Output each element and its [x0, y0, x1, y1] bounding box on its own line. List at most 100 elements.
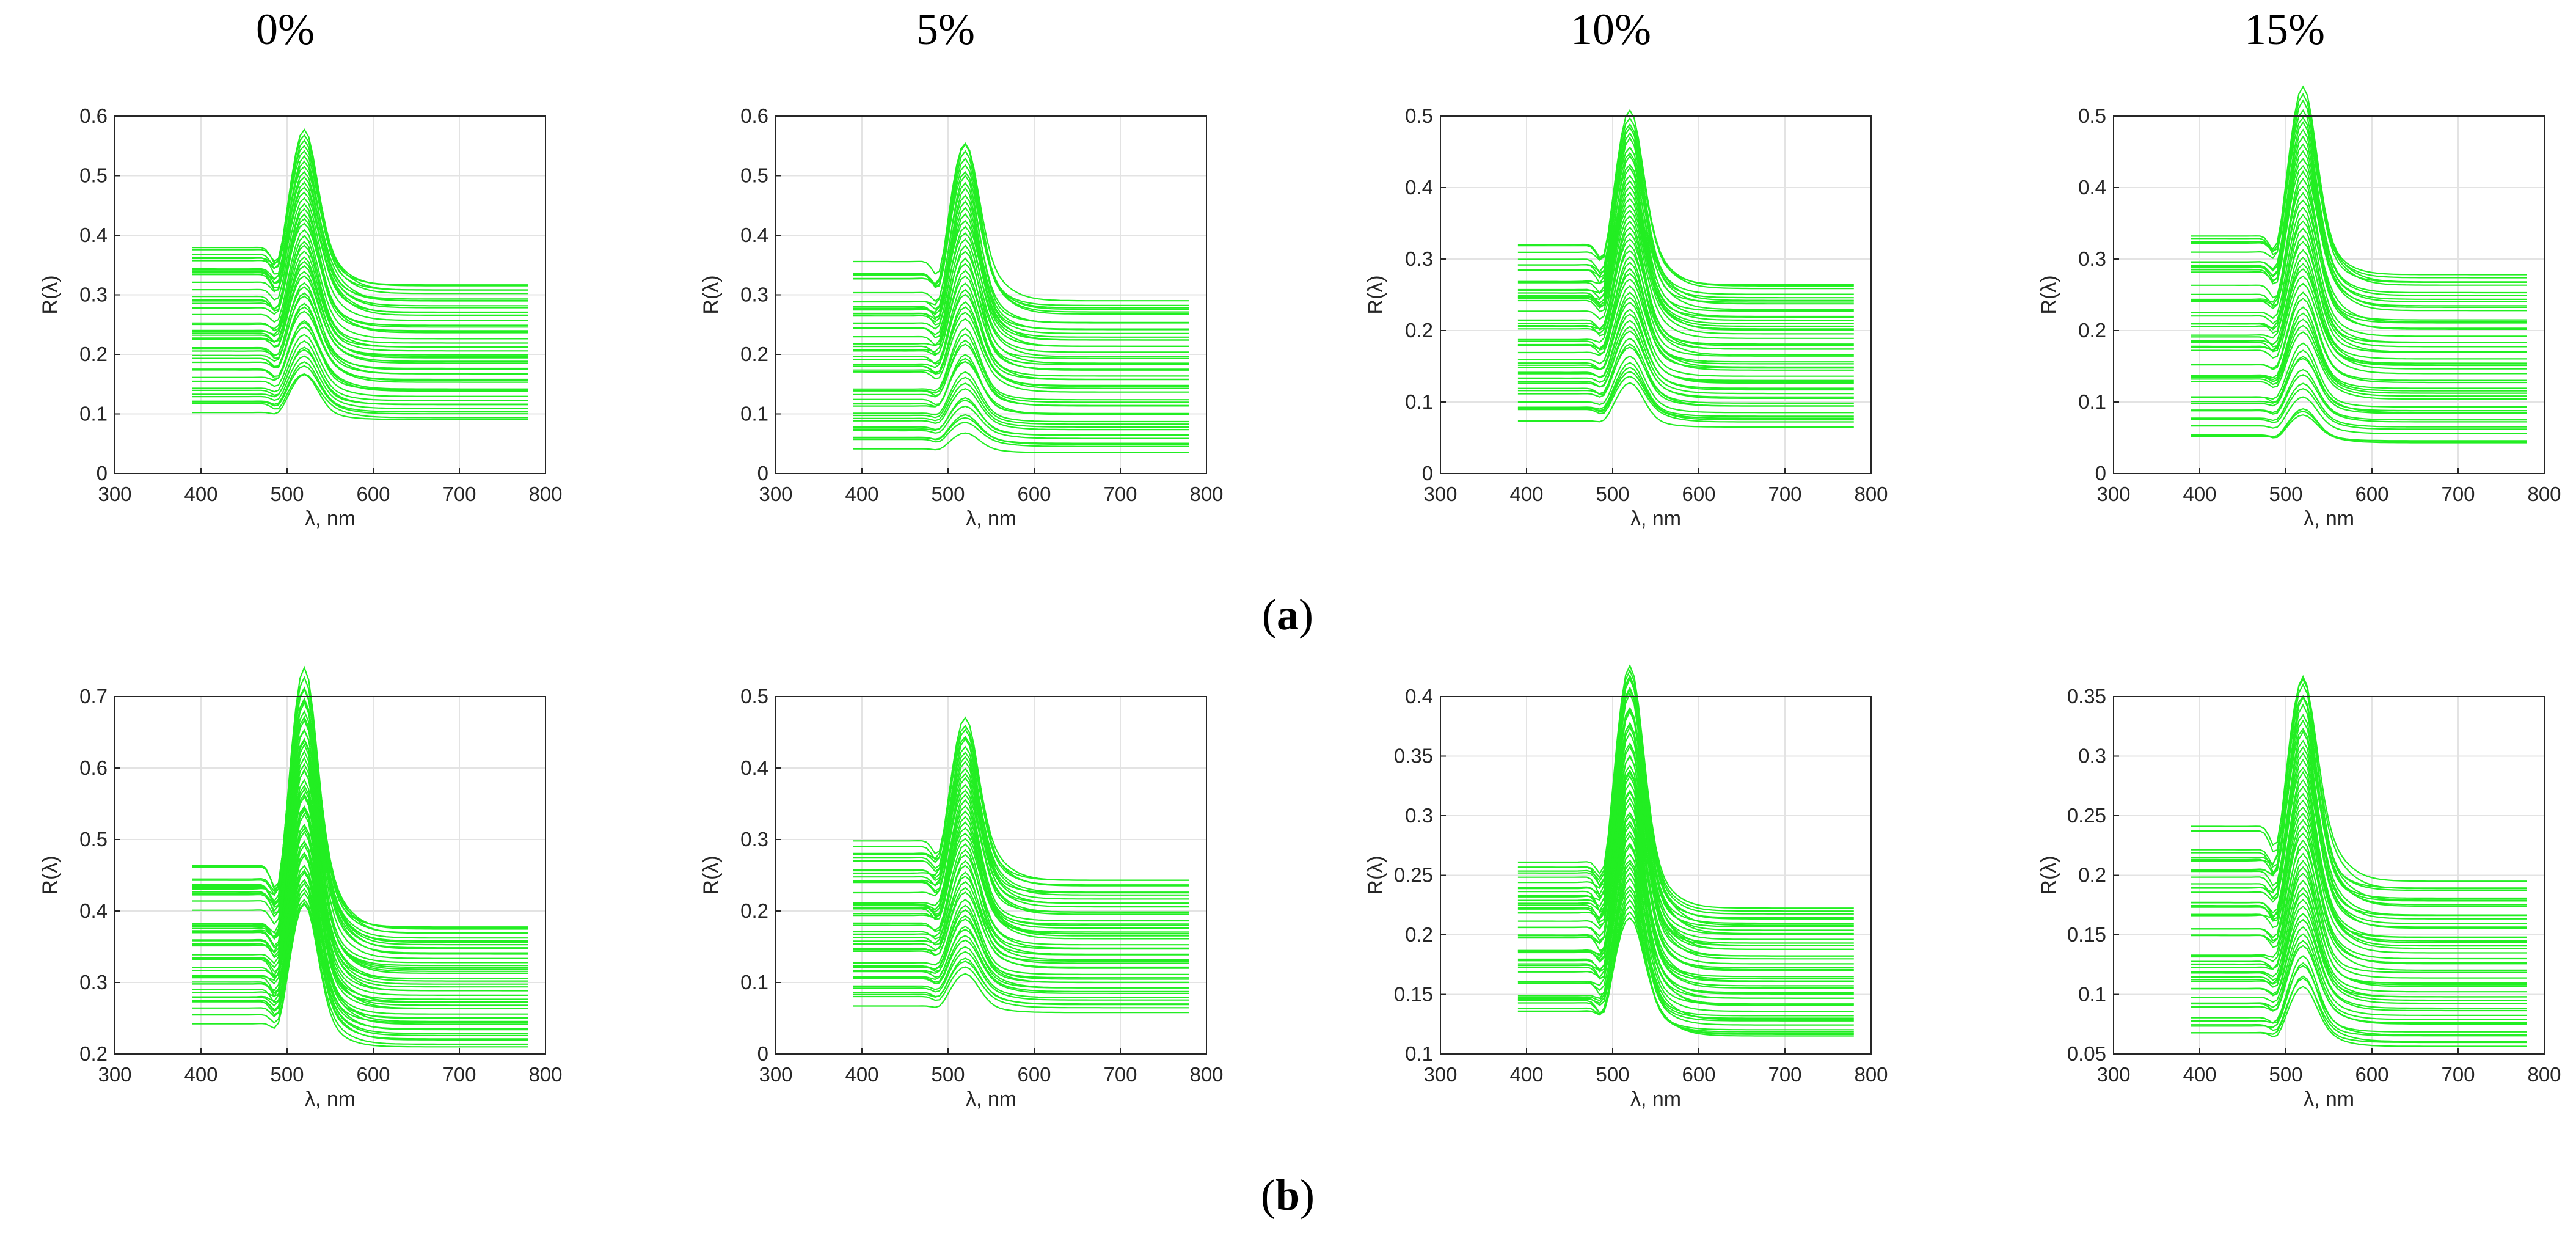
series-line-35 — [192, 737, 528, 959]
y-tick-label: 0.4 — [2078, 176, 2106, 199]
series-line-43 — [192, 697, 528, 939]
series-line-31 — [1517, 209, 1854, 335]
y-tick-label: 0.1 — [740, 971, 768, 993]
series-line-46 — [2191, 682, 2527, 891]
series-line-8 — [192, 871, 528, 1030]
series-line-48 — [1517, 109, 1854, 286]
series-line-13 — [192, 843, 528, 1019]
y-axis-label: R(λ) — [1364, 275, 1387, 314]
series-line-37 — [853, 207, 1189, 338]
series-line-14 — [853, 904, 1189, 979]
y-tick-label: 0.6 — [740, 104, 768, 127]
series-line-46 — [853, 728, 1189, 886]
series-line-38 — [853, 772, 1189, 908]
series-line-14 — [1517, 844, 1854, 1005]
series-line-39 — [1517, 709, 1854, 935]
series-line-6 — [1517, 888, 1854, 1026]
x-tick-label: 800 — [2527, 483, 2561, 505]
x-tick-label: 300 — [759, 483, 792, 505]
series-line-32 — [192, 213, 528, 332]
series-line-35 — [2191, 758, 2527, 928]
series-line-12 — [1517, 320, 1854, 395]
y-tick-label: 0.6 — [79, 104, 108, 127]
series-line-1 — [853, 973, 1189, 1014]
series-line-37 — [192, 728, 528, 954]
y-tick-label: 0.6 — [79, 756, 108, 779]
y-tick-label: 0.25 — [1394, 864, 1433, 887]
x-tick-label: 500 — [1596, 483, 1629, 505]
x-tick-label: 700 — [442, 1063, 476, 1086]
series-line-16 — [2191, 312, 2527, 392]
x-axis-label: λ, nm — [1630, 507, 1681, 530]
series-line-20 — [2191, 860, 2527, 984]
series-line-19 — [2191, 291, 2527, 381]
series-line-25 — [192, 788, 528, 985]
x-tick-label: 300 — [2096, 483, 2130, 505]
series-line-13 — [1517, 313, 1854, 391]
chart-a4: 300 400 500 600 700 800 0 0.1 0.2 0.3 0.4 0.5 λ, nm R… — [2037, 85, 2561, 530]
series-line-5 — [1517, 362, 1854, 417]
series-line-31 — [853, 244, 1189, 359]
series-line-31 — [1517, 754, 1854, 957]
series-line-28 — [2191, 227, 2527, 348]
x-tick-label: 600 — [1682, 483, 1715, 505]
series-line-4 — [1517, 367, 1854, 419]
y-tick-label: 0.3 — [79, 284, 108, 306]
series-line-1 — [1517, 382, 1854, 428]
series-line-41 — [2191, 135, 2527, 300]
x-tick-label: 600 — [2355, 1063, 2388, 1086]
axes-frame — [1440, 115, 1872, 474]
y-tick-label: 0.4 — [740, 224, 768, 246]
series-line-19 — [192, 812, 528, 1003]
x-tick-label: 700 — [2441, 483, 2475, 505]
x-tick-label: 400 — [2183, 483, 2216, 505]
series-line-39 — [192, 719, 528, 949]
series-line-11 — [192, 854, 528, 1023]
axes-frame — [2113, 115, 2545, 474]
series-line-33 — [2191, 770, 2527, 938]
series-line-40 — [1517, 155, 1854, 312]
series-line-7 — [192, 879, 528, 1031]
series-line-20 — [192, 808, 528, 1000]
series-line-34 — [853, 225, 1189, 347]
x-tick-label: 700 — [1103, 1063, 1137, 1086]
series-line-4 — [192, 891, 528, 1040]
series-line-29 — [192, 229, 528, 340]
series-line-40 — [2191, 143, 2527, 302]
series-line-9 — [192, 869, 528, 1025]
series-line-18 — [853, 880, 1189, 964]
column-titles: 0% 5% 10% 15% — [256, 5, 2325, 54]
series-line-42 — [853, 174, 1189, 323]
series-line-29 — [853, 257, 1189, 365]
series-line-8 — [1517, 877, 1854, 1022]
series-line-47 — [2191, 675, 2527, 889]
series-line-31 — [2191, 785, 2527, 942]
y-axis-label: R(λ) — [2037, 855, 2060, 895]
series-line-19 — [192, 282, 528, 370]
row-labels: (a) (b) — [1261, 590, 1315, 1220]
chart-b4: 300 400 500 600 700 800 0.05 0.1 0.15 0.2 0.25 0.3 0… — [2037, 675, 2561, 1111]
x-tick-label: 400 — [845, 483, 878, 505]
series-line-16 — [853, 339, 1189, 406]
series-line-20 — [853, 871, 1189, 962]
series-group — [1517, 109, 1854, 428]
x-tick-label: 800 — [2527, 1063, 2561, 1086]
x-tick-label: 500 — [1596, 1063, 1629, 1086]
y-tick-label: 0.4 — [79, 224, 108, 246]
series-line-43 — [1517, 687, 1854, 924]
series-line-37 — [853, 777, 1189, 913]
series-line-8 — [2191, 940, 2527, 1024]
y-tick-label: 0.3 — [1405, 247, 1433, 270]
series-line-15 — [192, 302, 528, 381]
series-line-21 — [2191, 275, 2527, 370]
axes-frame — [114, 696, 546, 1055]
series-group — [1517, 664, 1854, 1037]
series-line-24 — [1517, 249, 1854, 356]
series-line-34 — [853, 793, 1189, 922]
series-line-33 — [853, 799, 1189, 925]
y-tick-label: 0.1 — [79, 403, 108, 425]
series-line-44 — [2191, 695, 2527, 899]
x-tick-label: 300 — [2096, 1063, 2130, 1086]
y-tick-label: 0.35 — [1394, 745, 1433, 767]
y-tick-label: 0.05 — [2067, 1042, 2106, 1065]
